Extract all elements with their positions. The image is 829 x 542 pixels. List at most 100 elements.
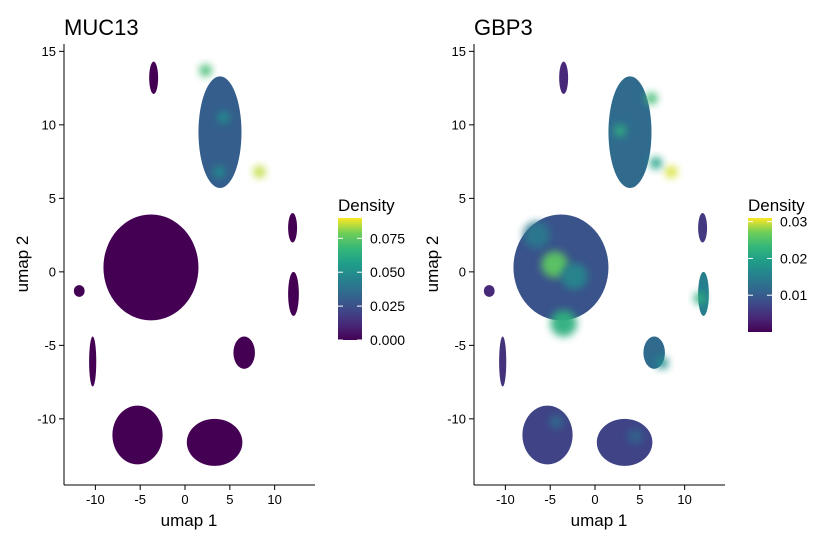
y-tick-label: -5 xyxy=(454,338,466,353)
cluster-left-small xyxy=(499,336,507,387)
cluster-body xyxy=(608,76,652,189)
y-tick-label: 10 xyxy=(42,117,56,132)
cluster-body xyxy=(103,214,199,321)
cluster-body xyxy=(149,61,159,94)
cluster-right-mid xyxy=(643,336,669,369)
density-hotspot xyxy=(213,165,226,178)
y-axis-label: umap 2 xyxy=(13,236,32,293)
cluster-far-right-upper xyxy=(698,213,708,243)
y-tick-label: -10 xyxy=(447,411,466,426)
x-tick-label: 5 xyxy=(226,492,233,507)
plot-area: -10 -5 0 5 10 -10 -5 0 5 10 15 xyxy=(37,44,315,507)
legend-title: Density xyxy=(338,196,395,215)
density-hotspot xyxy=(645,92,658,105)
legend: Density 0.01 0.02 0.03 xyxy=(748,196,807,332)
density-hotspot xyxy=(217,111,230,124)
colorbar xyxy=(748,218,772,332)
cluster-body xyxy=(288,271,299,316)
colorbar-tick-label: 0.075 xyxy=(370,230,405,246)
cluster-body xyxy=(499,336,507,387)
panel-title: MUC13 xyxy=(64,15,139,40)
colorbar-tick-label: 0.02 xyxy=(780,250,807,266)
x-ticks: -10 -5 0 5 10 xyxy=(86,485,282,507)
colorbar-tick-label: 0.01 xyxy=(780,287,807,303)
cluster-top-small xyxy=(149,61,159,94)
cluster-body xyxy=(288,213,298,243)
density-hotspot xyxy=(614,124,627,137)
x-axis-label: umap 1 xyxy=(571,511,628,530)
x-tick-label: -10 xyxy=(86,492,105,507)
y-tick-label: 0 xyxy=(49,264,56,279)
cluster-top-right xyxy=(608,76,678,189)
cluster-main xyxy=(513,214,609,337)
y-tick-label: 5 xyxy=(49,191,56,206)
density-hotspot xyxy=(665,165,678,178)
density-hotspot xyxy=(523,221,551,249)
cluster-body xyxy=(198,76,242,189)
clusters xyxy=(483,61,709,466)
cluster-top-right xyxy=(198,64,266,189)
legend: Density 0.000 0.025 0.050 0.075 xyxy=(338,196,405,348)
cluster-left-dot xyxy=(483,285,495,297)
umap-panel-gbp3: GBP3 -10 -5 0 5 10 -10 -5 0 5 10 15 umap 1 umap 2… xyxy=(423,15,807,530)
density-hotspot xyxy=(627,428,644,445)
cluster-left-small xyxy=(89,336,97,387)
y-ticks: -10 -5 0 5 10 15 xyxy=(447,44,474,426)
y-ticks: -10 -5 0 5 10 15 xyxy=(37,44,64,426)
cluster-bottom-right xyxy=(186,418,243,466)
density-hotspot xyxy=(656,356,669,369)
legend-ticks: 0.01 0.02 0.03 xyxy=(748,214,807,303)
y-tick-label: 5 xyxy=(459,191,466,206)
umap-panel-muc13: MUC13 -10 -5 0 5 10 -10 -5 0 5 10 15 umap 1 umap … xyxy=(13,15,405,530)
cluster-right-mid xyxy=(233,336,255,369)
cluster-bottom-left xyxy=(522,405,573,465)
cluster-body xyxy=(559,61,569,94)
cluster-far-right-lower xyxy=(693,271,709,316)
x-tick-label: -10 xyxy=(496,492,515,507)
cluster-left-dot xyxy=(73,285,85,297)
colorbar-tick-label: 0.050 xyxy=(370,264,405,280)
cluster-main xyxy=(103,214,199,321)
cluster-bottom-left xyxy=(112,405,163,465)
cluster-far-right-lower xyxy=(288,271,299,316)
density-hotspot xyxy=(693,292,706,305)
density-hotspot xyxy=(253,165,266,178)
clusters xyxy=(73,61,299,466)
colorbar-tick-label: 0.000 xyxy=(370,332,405,348)
colorbar-tick-label: 0.03 xyxy=(780,214,807,230)
y-tick-label: -5 xyxy=(44,338,56,353)
cluster-body xyxy=(596,418,653,466)
density-hotspot xyxy=(199,64,212,77)
y-tick-label: -10 xyxy=(37,411,56,426)
density-hotspot xyxy=(561,262,588,290)
density-hotspot xyxy=(550,309,577,337)
x-tick-label: 0 xyxy=(181,492,188,507)
density-hotspot xyxy=(549,414,564,429)
y-tick-label: 15 xyxy=(42,44,56,59)
colorbar xyxy=(338,218,362,340)
colorbar-tick-label: 0.025 xyxy=(370,298,405,314)
panel-title: GBP3 xyxy=(474,15,533,40)
x-tick-label: 10 xyxy=(267,492,281,507)
x-ticks: -10 -5 0 5 10 xyxy=(496,485,692,507)
x-tick-label: 5 xyxy=(636,492,643,507)
cluster-far-right-upper xyxy=(288,213,298,243)
cluster-bottom-right xyxy=(596,418,653,466)
cluster-body xyxy=(483,285,495,297)
cluster-body xyxy=(698,213,708,243)
cluster-body xyxy=(112,405,163,465)
legend-ticks: 0.000 0.025 0.050 0.075 xyxy=(338,230,405,348)
x-tick-label: -5 xyxy=(544,492,556,507)
x-axis-label: umap 1 xyxy=(161,511,218,530)
y-tick-label: 10 xyxy=(452,117,466,132)
cluster-body xyxy=(89,336,97,387)
cluster-body xyxy=(233,336,255,369)
y-axis-label: umap 2 xyxy=(423,236,442,293)
cluster-top-small xyxy=(559,61,569,94)
y-tick-label: 15 xyxy=(452,44,466,59)
x-tick-label: 10 xyxy=(677,492,691,507)
plot-area: -10 -5 0 5 10 -10 -5 0 5 10 15 xyxy=(447,44,725,507)
x-tick-label: 0 xyxy=(591,492,598,507)
cluster-body xyxy=(186,418,243,466)
